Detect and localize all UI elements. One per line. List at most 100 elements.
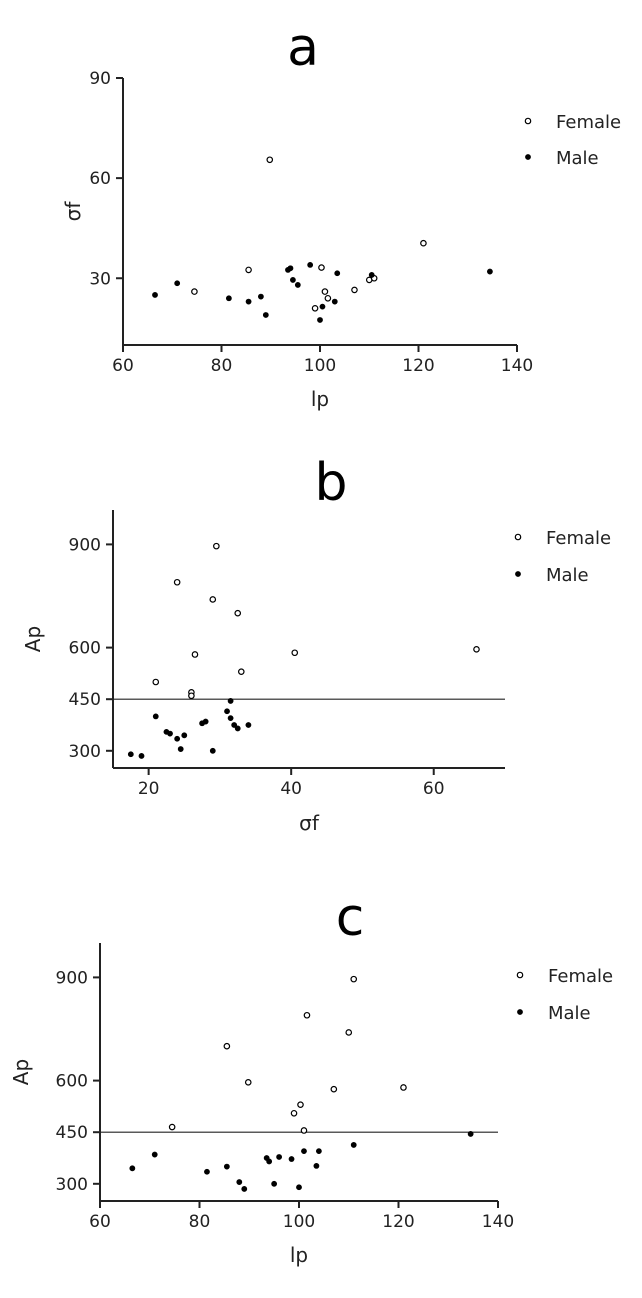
male-point	[223, 1163, 230, 1170]
female-point	[318, 264, 325, 271]
female-point	[311, 304, 319, 312]
male-point	[313, 1163, 320, 1169]
x-tick-label: 140	[501, 356, 533, 376]
male-point	[204, 1168, 210, 1175]
x-tick-label: 140	[482, 1212, 514, 1232]
legend-male-label: Male	[548, 1003, 591, 1024]
x-tick-label: 100	[304, 356, 336, 376]
female-point	[321, 288, 329, 295]
male-point	[287, 265, 294, 272]
male-point	[487, 268, 493, 275]
male-point	[138, 753, 145, 759]
panel-a-letter: a	[287, 18, 319, 78]
female-point	[351, 286, 358, 294]
y-axis-label: Ap	[21, 626, 45, 652]
legend-female-label: Female	[556, 112, 621, 133]
male-point	[224, 708, 230, 715]
x-tick-label: 100	[283, 1212, 315, 1232]
male-point	[225, 295, 232, 302]
y-tick-label: 30	[89, 269, 111, 289]
male-point	[315, 1148, 322, 1155]
male-point	[266, 1158, 273, 1165]
male-point	[202, 718, 209, 725]
female-point	[303, 1011, 311, 1019]
x-tick-label: 60	[423, 779, 445, 799]
male-point	[276, 1154, 282, 1160]
male-point	[174, 735, 181, 742]
female-point	[266, 156, 274, 164]
x-tick-label: 80	[211, 356, 233, 376]
male-point	[294, 282, 301, 288]
male-point	[231, 722, 238, 728]
x-tick-label: 40	[280, 779, 302, 799]
male-point	[262, 312, 269, 318]
y-tick-label: 600	[69, 639, 101, 659]
x-tick-label: 20	[138, 779, 160, 799]
male-point	[151, 1151, 158, 1158]
female-point	[350, 975, 358, 983]
female-point	[168, 1123, 176, 1131]
y-axis-label: Ap	[9, 1059, 33, 1085]
female-point	[191, 288, 198, 295]
male-point	[245, 722, 252, 728]
male-point	[288, 1156, 295, 1162]
female-point	[234, 609, 242, 617]
female-point	[237, 668, 245, 675]
male-point	[174, 280, 181, 287]
scatter-panel-c: 60 80 100 120 140 300 450 600 900 lp Ap Female Male	[9, 943, 613, 1267]
male-point	[350, 1142, 357, 1148]
female-point	[290, 1109, 298, 1117]
male-point	[227, 715, 234, 722]
female-point	[173, 578, 181, 586]
male-point	[467, 1131, 474, 1137]
legend-female-label: Female	[548, 966, 613, 987]
legend-male-label: Male	[556, 148, 599, 169]
x-axis-label: σf	[299, 811, 320, 835]
male-point	[234, 725, 241, 732]
male-point	[152, 292, 158, 298]
male-point	[181, 732, 188, 739]
female-point	[300, 1127, 308, 1134]
female-point	[291, 649, 299, 657]
panel-c-letter: c	[336, 888, 365, 948]
male-point	[241, 1186, 248, 1192]
male-point	[368, 272, 375, 278]
x-tick-label: 60	[89, 1212, 111, 1232]
female-point	[420, 239, 427, 247]
female-point	[191, 651, 199, 658]
legend-female-marker	[516, 971, 524, 979]
male-point	[334, 270, 341, 277]
scatter-panel-a: 60 80 100 120 140 30 60 90 lp σf Female Male	[61, 69, 621, 411]
female-point	[244, 1079, 252, 1086]
male-point	[127, 751, 134, 758]
female-point	[223, 1042, 231, 1050]
male-point	[236, 1179, 243, 1185]
male-point	[307, 261, 314, 268]
female-point	[400, 1084, 407, 1091]
x-tick-label: 120	[382, 1212, 414, 1232]
female-point	[473, 646, 480, 653]
legend-male-marker	[517, 1009, 523, 1015]
female-point	[245, 266, 252, 274]
panel-b-letter: b	[314, 453, 347, 513]
female-point	[209, 596, 217, 603]
male-point	[331, 298, 338, 305]
male-point	[319, 303, 326, 310]
y-tick-label: 600	[56, 1072, 88, 1092]
y-tick-label: 60	[89, 169, 111, 189]
x-tick-label: 60	[112, 356, 134, 376]
male-point	[271, 1180, 278, 1187]
male-point	[167, 730, 173, 737]
y-tick-label: 450	[56, 1123, 88, 1143]
x-tick-label: 120	[402, 356, 434, 376]
x-axis-label: lp	[290, 1243, 308, 1267]
legend-male-marker	[515, 571, 521, 577]
y-tick-label: 450	[69, 690, 101, 710]
legend-female-marker	[524, 117, 532, 125]
x-axis-label: lp	[311, 387, 329, 411]
female-point	[330, 1085, 338, 1093]
male-point	[177, 746, 184, 752]
legend-male-label: Male	[546, 565, 589, 586]
y-tick-label: 90	[89, 69, 111, 89]
